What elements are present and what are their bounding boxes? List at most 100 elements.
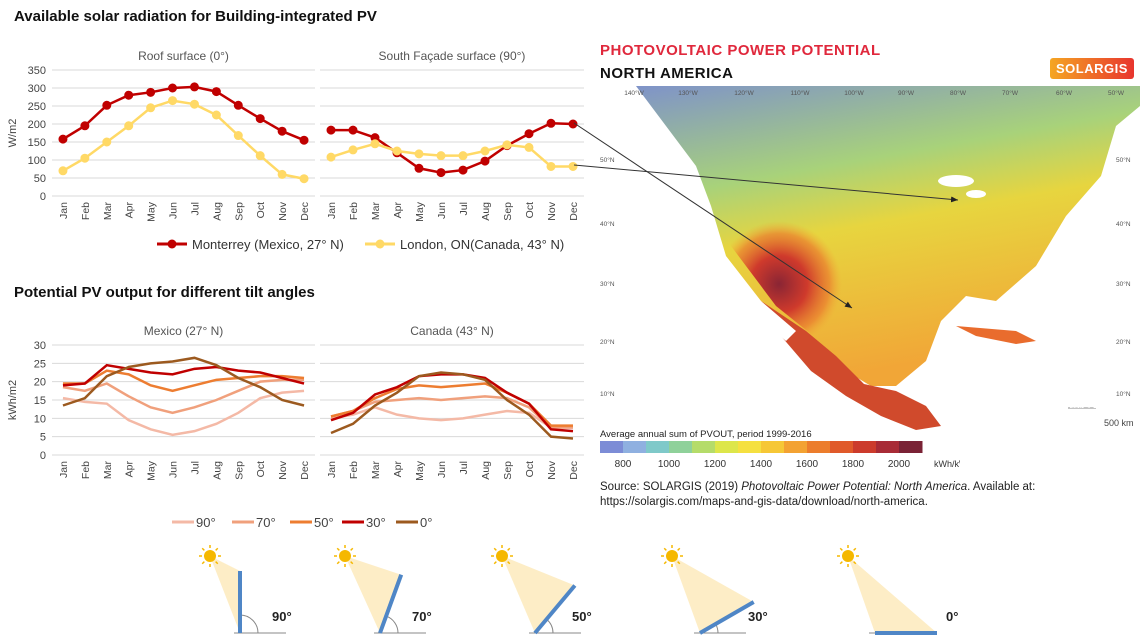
series-line — [62, 378, 305, 415]
sun-ray — [507, 547, 511, 551]
x-tick-label: Jul — [458, 202, 470, 215]
x-tick-label: Jan — [326, 461, 338, 478]
x-tick-label: Jan — [58, 202, 70, 219]
tilt-illustrations: 90° 70° 50° 30° 0° — [199, 545, 958, 635]
colorbar-tick-label: 800 — [615, 459, 632, 470]
chart-panel: 0 50 100 150 200 250 300 350 Jan Feb Mar Apr May Jun J… — [28, 49, 315, 222]
longitude-label: 90°W — [898, 89, 915, 97]
data-point — [80, 121, 90, 131]
colorbar-segment — [623, 441, 647, 453]
x-tick-label: Mar — [370, 202, 382, 221]
source-url[interactable]: https://solargis.com/maps-and-gis-data/d… — [600, 496, 928, 508]
latitude-label: 40°N — [600, 220, 615, 228]
data-point — [189, 99, 199, 109]
colorbar-segment — [600, 441, 624, 453]
data-point — [211, 110, 221, 120]
x-tick-label: Dec — [299, 202, 311, 221]
data-point — [326, 125, 336, 135]
x-tick-label: Jun — [168, 461, 180, 478]
longitude-label: 130°W — [678, 89, 698, 97]
pv-panel — [533, 584, 577, 635]
chart-title: Canada (43° N) — [410, 324, 494, 338]
x-tick-label: Oct — [255, 461, 267, 477]
longitude-label: 140°W — [624, 89, 644, 97]
light-beam — [672, 556, 754, 633]
legend-marker-london — [375, 239, 385, 249]
colorbar: 800 1000 1200 1400 1600 1800 2000 kWh/kWp — [600, 441, 960, 470]
data-point — [233, 131, 243, 141]
x-tick-label: Nov — [277, 201, 289, 220]
latitude-label: 30°N — [1116, 280, 1131, 288]
data-point — [480, 156, 490, 166]
latitude-label: 10°N — [600, 390, 615, 398]
data-point — [546, 161, 556, 171]
x-tick-label: Nov — [277, 460, 289, 479]
data-point — [502, 140, 512, 150]
x-tick-label: Sep — [233, 461, 245, 480]
sun-ray — [853, 547, 857, 551]
data-point — [277, 169, 287, 179]
tilt-diagram: 90° — [199, 545, 292, 634]
data-point — [80, 153, 90, 163]
sun-ray — [215, 561, 219, 565]
series-line — [330, 395, 573, 429]
sun-icon — [842, 550, 854, 562]
tilt-angle-label: 0° — [946, 609, 958, 624]
sun-icon — [496, 550, 508, 562]
colorbar-tick-label: 1600 — [796, 459, 819, 470]
x-tick-label: Aug — [211, 202, 223, 221]
data-point — [370, 139, 380, 149]
sun-ray — [493, 547, 497, 551]
x-tick-label: Feb — [80, 202, 92, 220]
y-axis-label: kWh/m2 — [7, 380, 19, 420]
caribbean-islands — [956, 326, 1036, 344]
data-point — [168, 83, 178, 93]
colorbar-tick-label: 1800 — [842, 459, 865, 470]
y-axis-label: W/m2 — [7, 119, 19, 148]
data-point — [102, 137, 112, 147]
angle-arc — [385, 615, 399, 634]
data-point — [568, 161, 578, 171]
data-point — [58, 134, 68, 144]
data-point — [524, 129, 534, 139]
series-line — [62, 85, 305, 142]
colorbar-segment — [853, 441, 877, 453]
y-tick-label: 0 — [40, 450, 46, 462]
colorbar-segment — [876, 441, 900, 453]
colorbar-segment — [715, 441, 739, 453]
longitude-label: 50°W — [1108, 89, 1125, 97]
data-point — [436, 168, 446, 178]
colorbar-segment — [738, 441, 762, 453]
y-tick-label: 10 — [34, 413, 46, 425]
x-tick-label: Nov — [546, 201, 558, 220]
sun-ray — [350, 547, 354, 551]
data-point — [568, 119, 578, 129]
colorbar-segment — [899, 441, 923, 453]
latitude-label: 50°N — [600, 156, 615, 164]
longitude-label: 70°W — [1002, 89, 1019, 97]
y-tick-label: 25 — [34, 358, 46, 370]
x-tick-label: Feb — [348, 461, 360, 479]
sun-ray — [336, 561, 340, 565]
colorbar-tick-label: 2000 — [888, 459, 911, 470]
sun-ray — [677, 547, 681, 551]
legend-label: 50° — [314, 515, 334, 530]
x-tick-label: Jun — [436, 202, 448, 219]
data-point — [546, 118, 556, 128]
y-tick-label: 20 — [34, 377, 46, 389]
chart-panel: Jan Feb Mar Apr May Jun Jul Aug Sep Oct Nov Dec Sout… — [320, 49, 584, 222]
longitude-label: 120°W — [734, 89, 754, 97]
legend: Monterrey (Mexico, 27° N) London, ON(Cana… — [157, 237, 564, 252]
legend-label-london: London, ON(Canada, 43° N) — [400, 237, 564, 252]
data-point — [326, 152, 336, 162]
chart-title: South Façade surface (90°) — [379, 49, 526, 63]
data-point — [189, 82, 199, 92]
data-point — [458, 151, 468, 161]
mexico-region — [761, 301, 941, 430]
x-tick-label: Feb — [80, 461, 92, 479]
sun-ray — [839, 561, 843, 565]
y-tick-label: 15 — [34, 395, 46, 407]
sun-ray — [201, 547, 205, 551]
x-tick-label: Jun — [436, 461, 448, 478]
x-tick-label: May — [414, 460, 426, 481]
